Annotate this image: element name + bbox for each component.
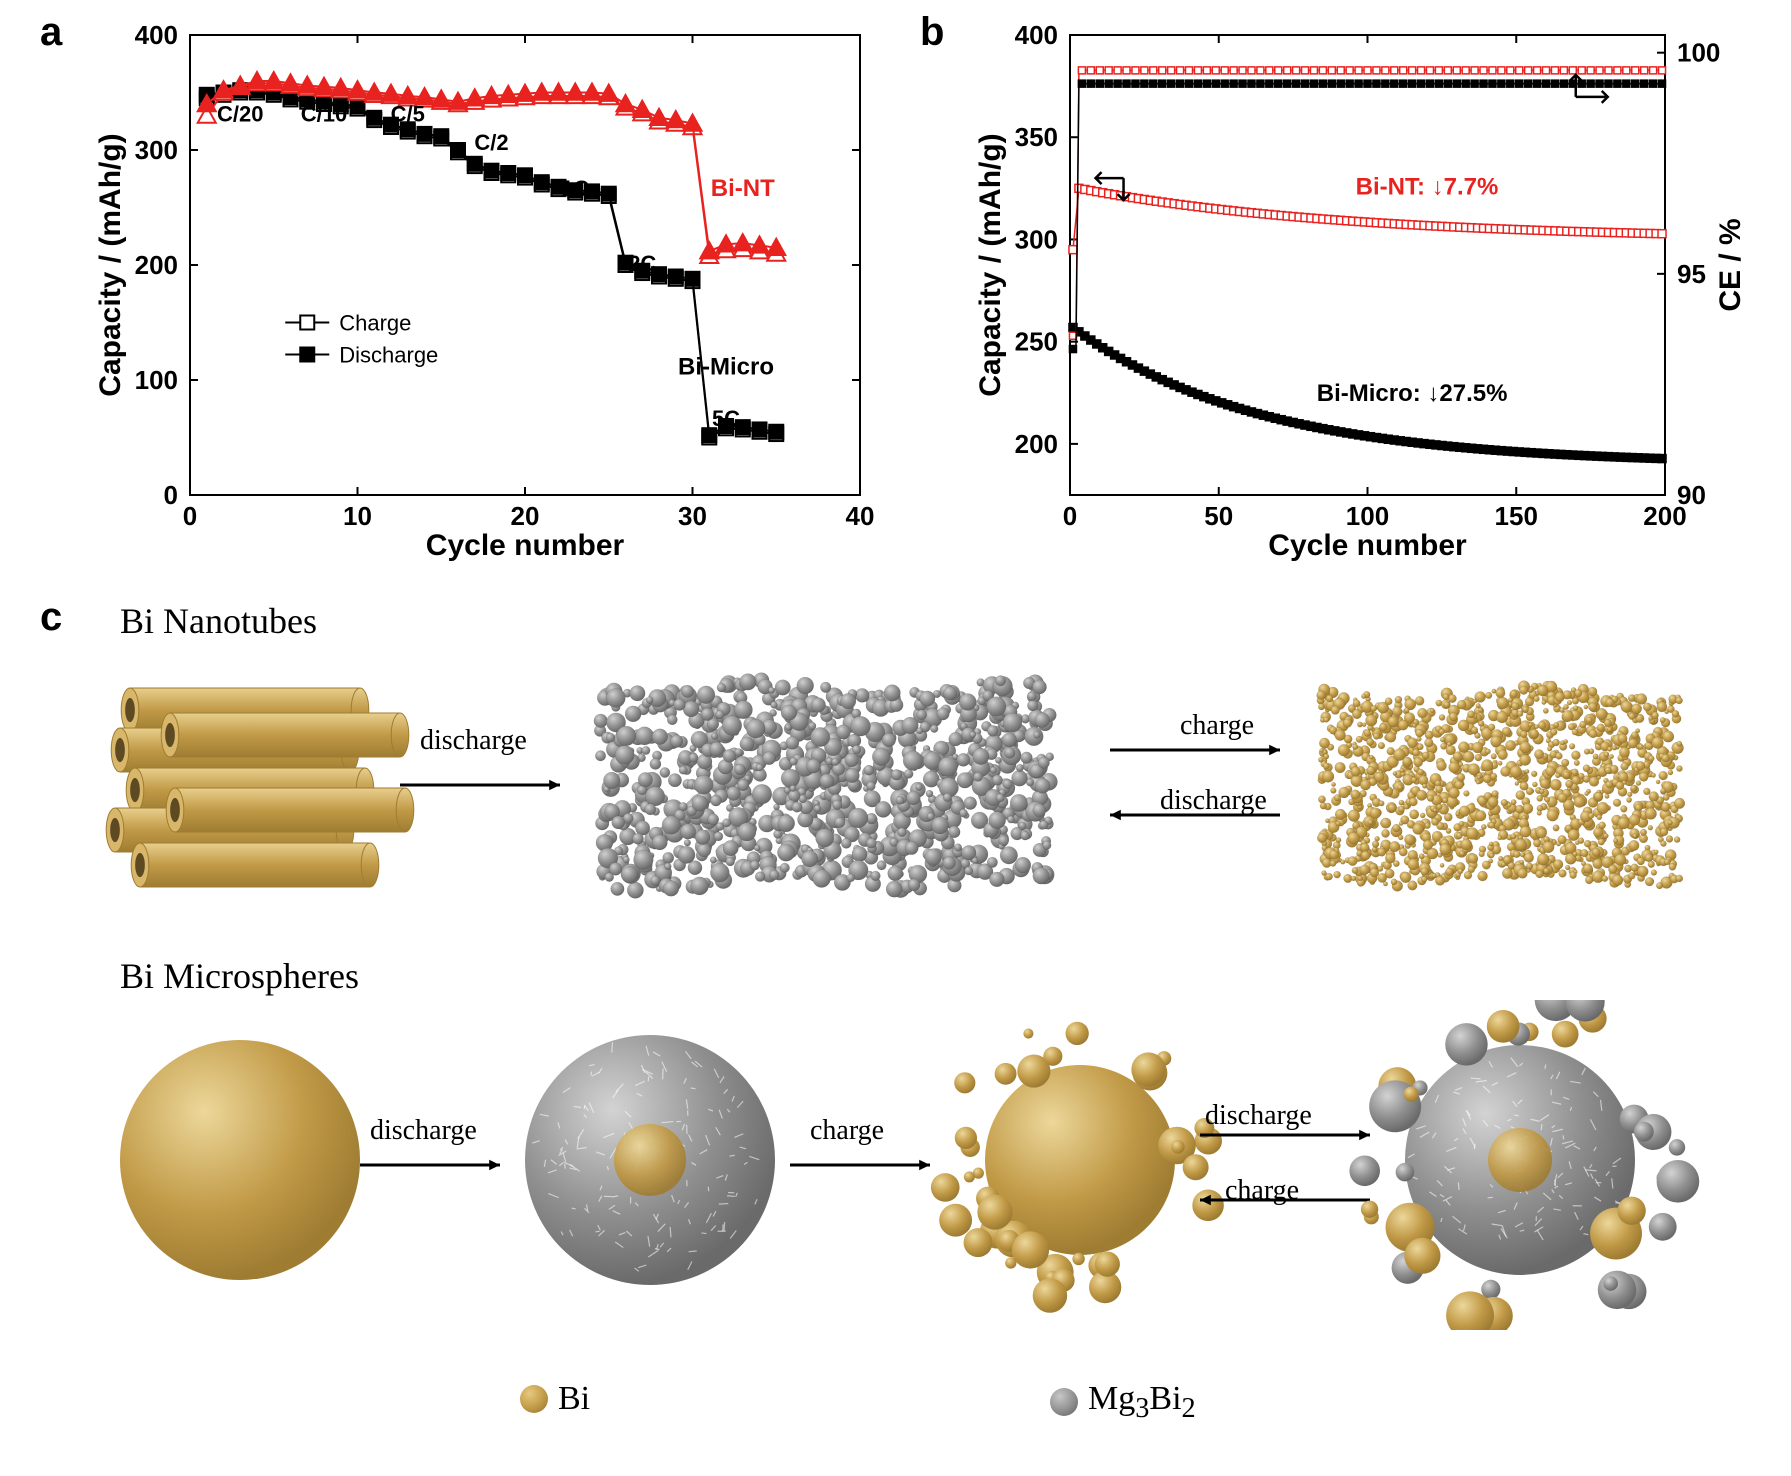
arrow-label-discharge-2: discharge [1160,785,1267,817]
svg-text:50: 50 [1204,501,1233,531]
arrow-label-charge-1: charge [1180,710,1254,742]
legend-bi-text: Bi [558,1380,590,1418]
svg-text:1C: 1C [561,176,589,201]
svg-text:Bi-NT: Bi-NT [711,175,775,202]
arrow-label-charge-2: charge [810,1115,884,1147]
chart-a: 0102030400100200300400Cycle numberCapaci… [90,15,880,575]
svg-text:Capacity / (mAh/g): Capacity / (mAh/g) [974,133,1007,396]
svg-text:90: 90 [1677,480,1706,510]
svg-text:40: 40 [846,501,875,531]
svg-text:0: 0 [1063,501,1077,531]
svg-text:Cycle number: Cycle number [1268,529,1467,562]
svg-text:300: 300 [135,135,178,165]
microspheres-svg [80,1000,1730,1330]
svg-text:CE / %: CE / % [1714,218,1747,311]
svg-text:350: 350 [1015,122,1058,152]
arrow-label-discharge-1: discharge [420,725,527,757]
svg-text:Bi-Micro: Bi-Micro [678,353,774,380]
svg-text:400: 400 [135,20,178,50]
svg-text:250: 250 [1015,327,1058,357]
svg-text:100: 100 [1677,38,1720,68]
svg-text:200: 200 [1015,429,1058,459]
svg-text:20: 20 [511,501,540,531]
panel-a-label: a [40,10,62,55]
nanotubes-title: Bi Nanotubes [120,600,317,642]
chart-b: 0501001502002002503003504009095100Cycle … [970,15,1760,575]
svg-text:Charge: Charge [339,311,411,336]
legend-mg3bi2-text: Mg3Bi2 [1088,1380,1196,1425]
nanotubes-svg [80,640,1730,920]
legend-mg3bi2-swatch [1050,1388,1078,1416]
panel-c-label: c [40,595,62,640]
legend-bi-swatch [520,1385,548,1413]
arrow-label-discharge-4: discharge [1205,1100,1312,1132]
svg-text:95: 95 [1677,259,1706,289]
svg-text:0: 0 [183,501,197,531]
svg-text:C/20: C/20 [217,101,263,126]
svg-text:C/10: C/10 [301,101,347,126]
chart-a-svg: 0102030400100200300400Cycle numberCapaci… [90,15,880,575]
arrow-label-discharge-3: discharge [370,1115,477,1147]
svg-text:C/5: C/5 [391,101,425,126]
svg-text:C/2: C/2 [474,130,508,155]
svg-text:Bi-Micro: ↓27.5%: Bi-Micro: ↓27.5% [1317,380,1508,407]
svg-text:100: 100 [1346,501,1389,531]
legend-mg3bi2: Mg3Bi2 [1050,1380,1196,1425]
arrow-label-charge-3: charge [1225,1175,1299,1207]
svg-text:300: 300 [1015,224,1058,254]
svg-text:30: 30 [678,501,707,531]
diagram-row-nanotubes [80,640,1730,920]
svg-text:Bi-NT: ↓7.7%: Bi-NT: ↓7.7% [1356,173,1499,200]
svg-text:Cycle number: Cycle number [426,529,625,562]
svg-text:150: 150 [1495,501,1538,531]
legend-bi: Bi [520,1380,590,1418]
svg-text:400: 400 [1015,20,1058,50]
panel-b-label: b [920,10,944,55]
svg-text:10: 10 [343,501,372,531]
svg-text:0: 0 [164,480,178,510]
microspheres-title: Bi Microspheres [120,955,359,997]
svg-text:100: 100 [135,365,178,395]
svg-text:5C: 5C [712,406,740,431]
diagram-row-microspheres [80,1000,1730,1330]
svg-text:200: 200 [135,250,178,280]
svg-text:Capacity / (mAh/g): Capacity / (mAh/g) [94,133,127,396]
svg-text:2C: 2C [628,251,656,276]
chart-b-svg: 0501001502002002503003504009095100Cycle … [970,15,1760,575]
svg-text:Discharge: Discharge [339,343,438,368]
